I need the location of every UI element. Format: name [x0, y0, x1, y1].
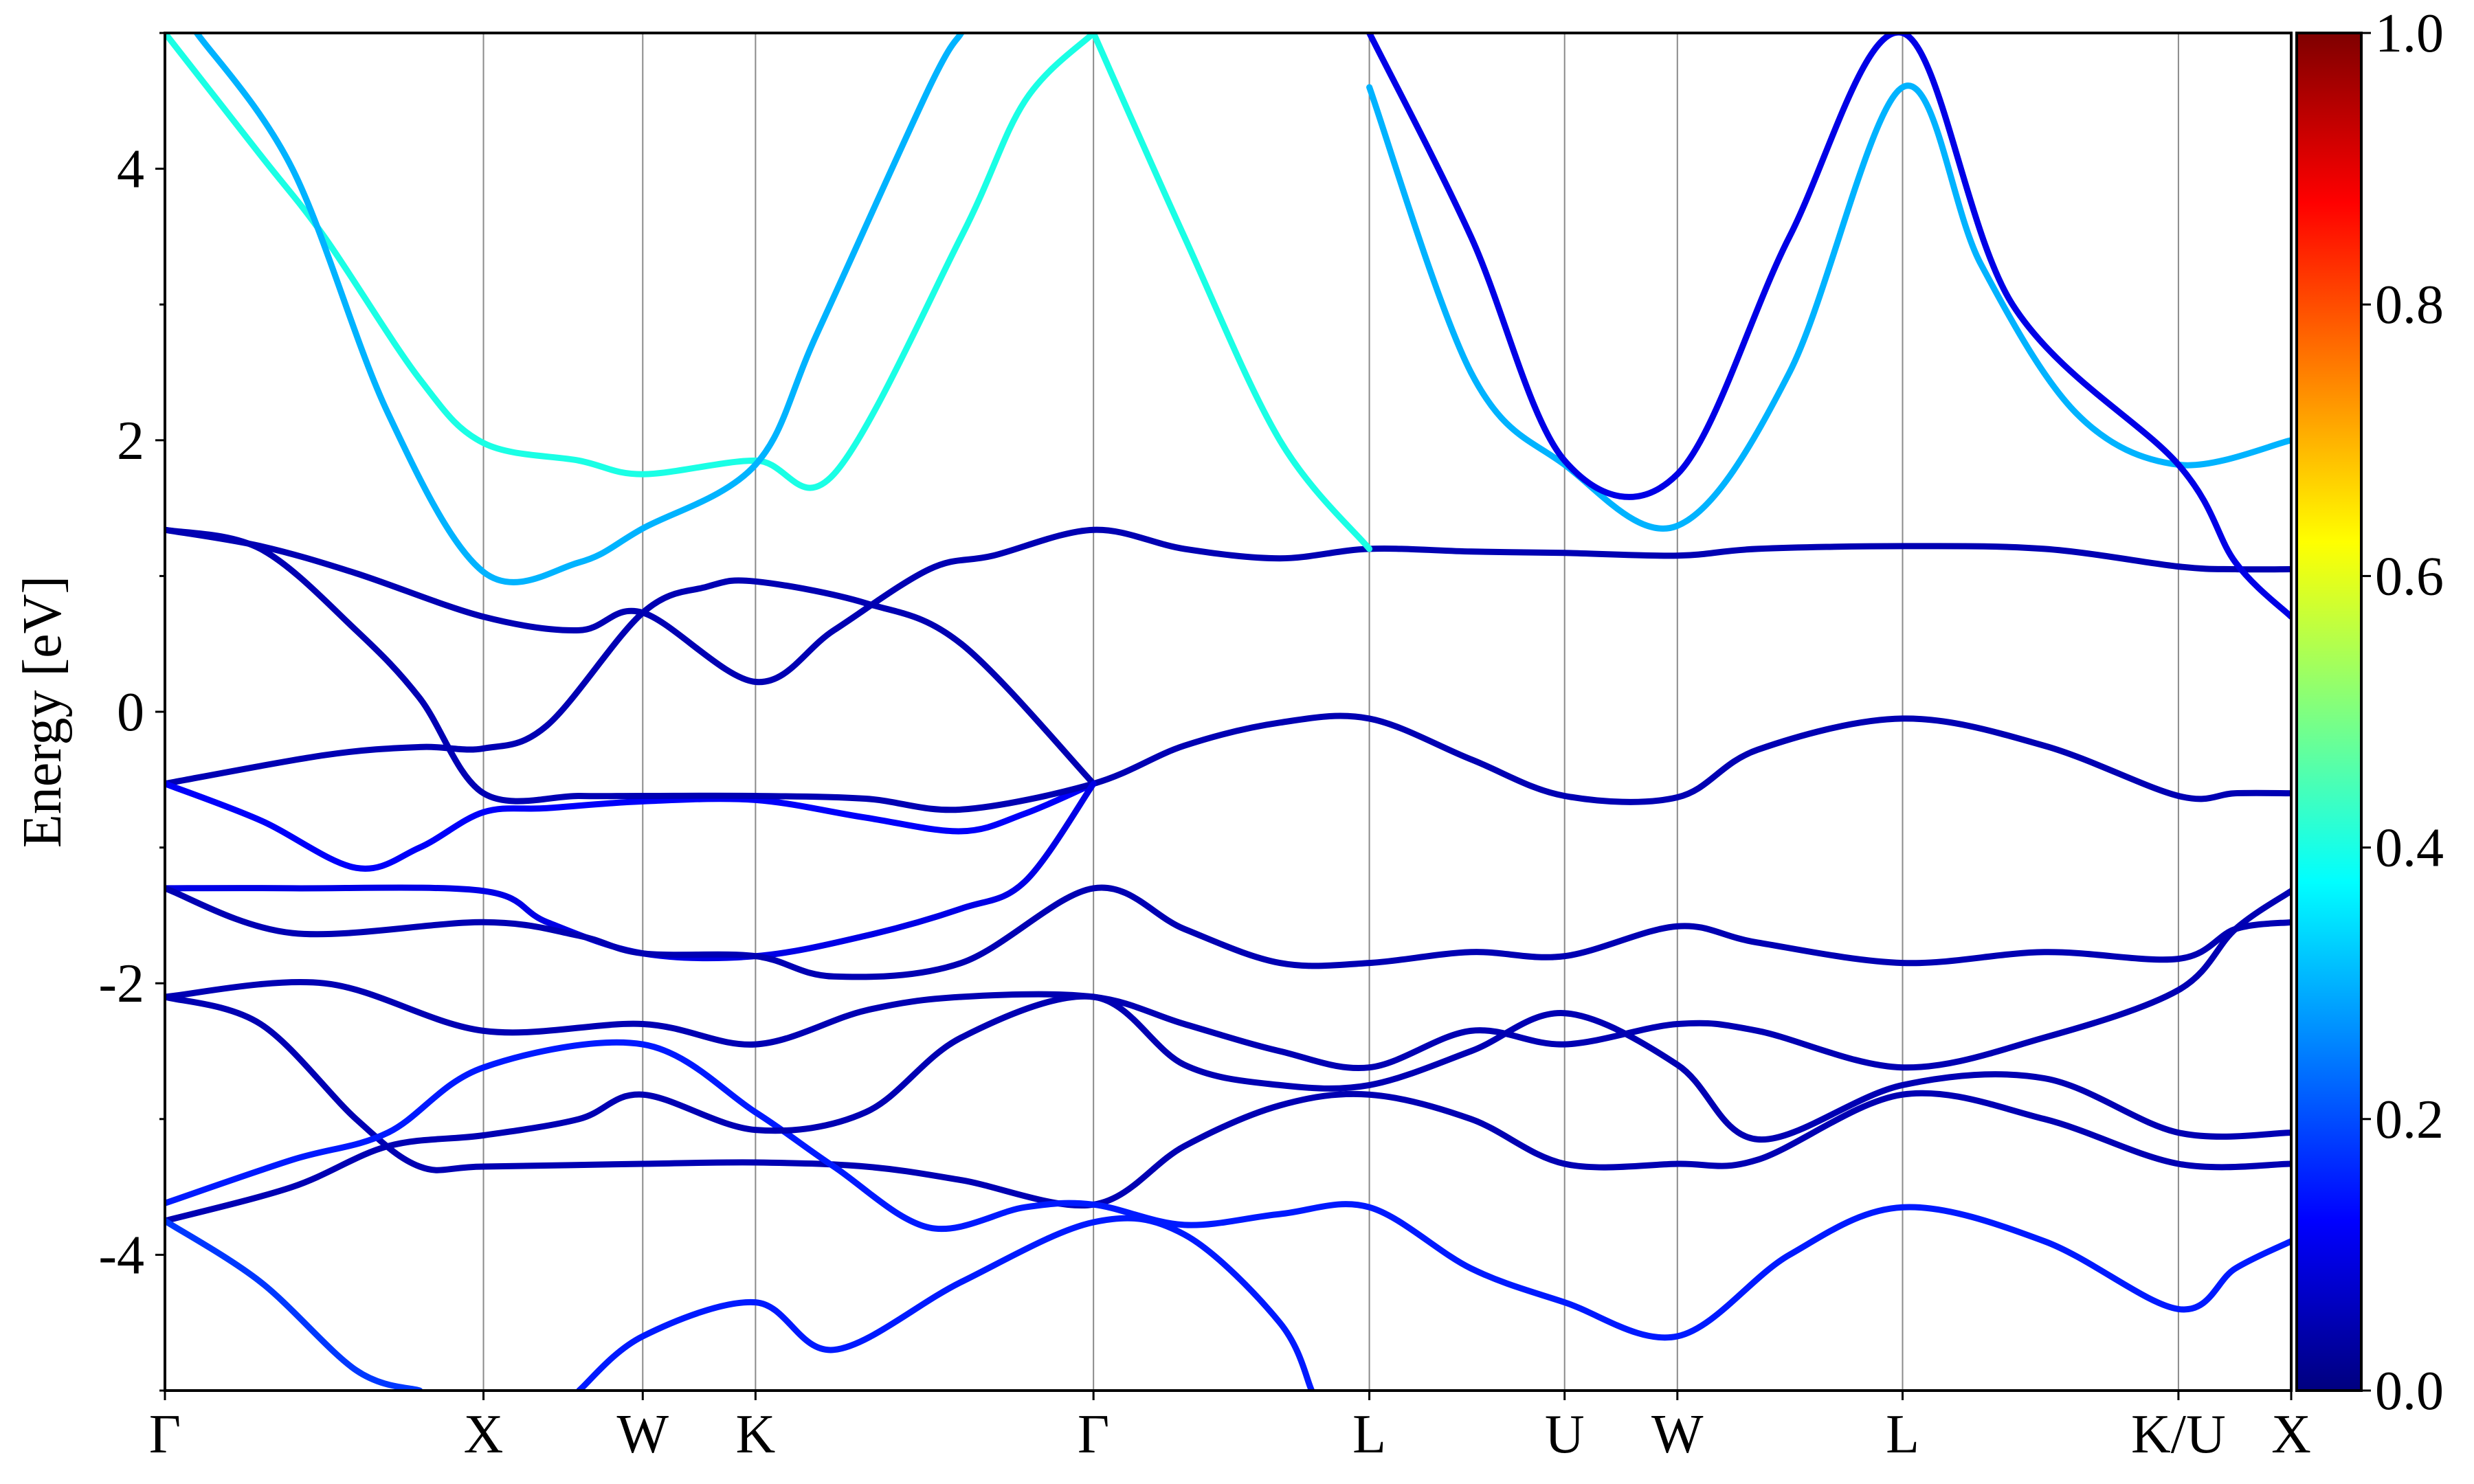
colorbar-tick-label: 0.4: [2375, 818, 2444, 879]
band-line: [193, 33, 965, 585]
x-tick-label: K/U: [2131, 1404, 2226, 1465]
band-line: [165, 526, 2291, 813]
band-line: [165, 526, 2291, 686]
colorbar-gradient: [2295, 32, 2363, 1392]
colorbar-tick-label: 0.6: [2375, 546, 2444, 607]
plot-area: -4 -2 0 2 4 Γ X W K Γ L U W L K/U X Energy [eV]: [12, 32, 2311, 1465]
y-axis-label: Energy [eV]: [12, 576, 73, 848]
band-line: [165, 33, 1097, 491]
band-line: [165, 993, 2291, 1224]
y-tick-label: -2: [98, 954, 144, 1014]
band-line: [165, 1039, 2291, 1341]
x-tick-label: Γ: [1078, 1404, 1109, 1465]
y-tick-label: 2: [117, 411, 144, 471]
colorbar-ticks: 0.0 0.2 0.4 0.6 0.8 1.0: [2361, 3, 2444, 1421]
band-lines: [165, 33, 2291, 1391]
x-tick-label: K: [735, 1404, 775, 1465]
band-line: [165, 884, 2291, 980]
x-tick-label: X: [2271, 1404, 2311, 1465]
x-tick-label: U: [1545, 1404, 1585, 1465]
band-line: [165, 1217, 423, 1391]
x-tick-label: L: [1886, 1404, 1919, 1465]
x-axis: Γ X W K Γ L U W L K/U X: [149, 1391, 2311, 1465]
y-axis: -4 -2 0 2 4: [98, 32, 165, 1392]
x-tick-label: W: [617, 1404, 669, 1465]
band-line: [1090, 33, 1373, 552]
band-line: [165, 993, 2291, 1208]
band-line: [1366, 33, 2291, 620]
x-tick-label: Γ: [149, 1404, 181, 1465]
colorbar-tick-label: 0.8: [2375, 275, 2444, 335]
colorbar-tick-label: 0.0: [2375, 1361, 2444, 1421]
x-tick-label: L: [1352, 1404, 1386, 1465]
high-symmetry-lines: [482, 33, 2179, 1391]
colorbar: 0.0 0.2 0.4 0.6 0.8 1.0: [2295, 3, 2444, 1421]
x-tick-label: W: [1651, 1404, 1704, 1465]
colorbar-tick-label: 1.0: [2375, 3, 2444, 64]
x-tick-label: X: [464, 1404, 504, 1465]
band-line: [165, 780, 1097, 872]
band-line: [1366, 82, 2291, 532]
y-tick-label: -4: [98, 1225, 144, 1285]
colorbar-tick-label: 0.2: [2375, 1090, 2444, 1150]
band-line: [165, 888, 2291, 1071]
y-tick-label: 4: [117, 139, 144, 200]
y-tick-label: 0: [117, 682, 144, 743]
band-line: [576, 1215, 1315, 1391]
